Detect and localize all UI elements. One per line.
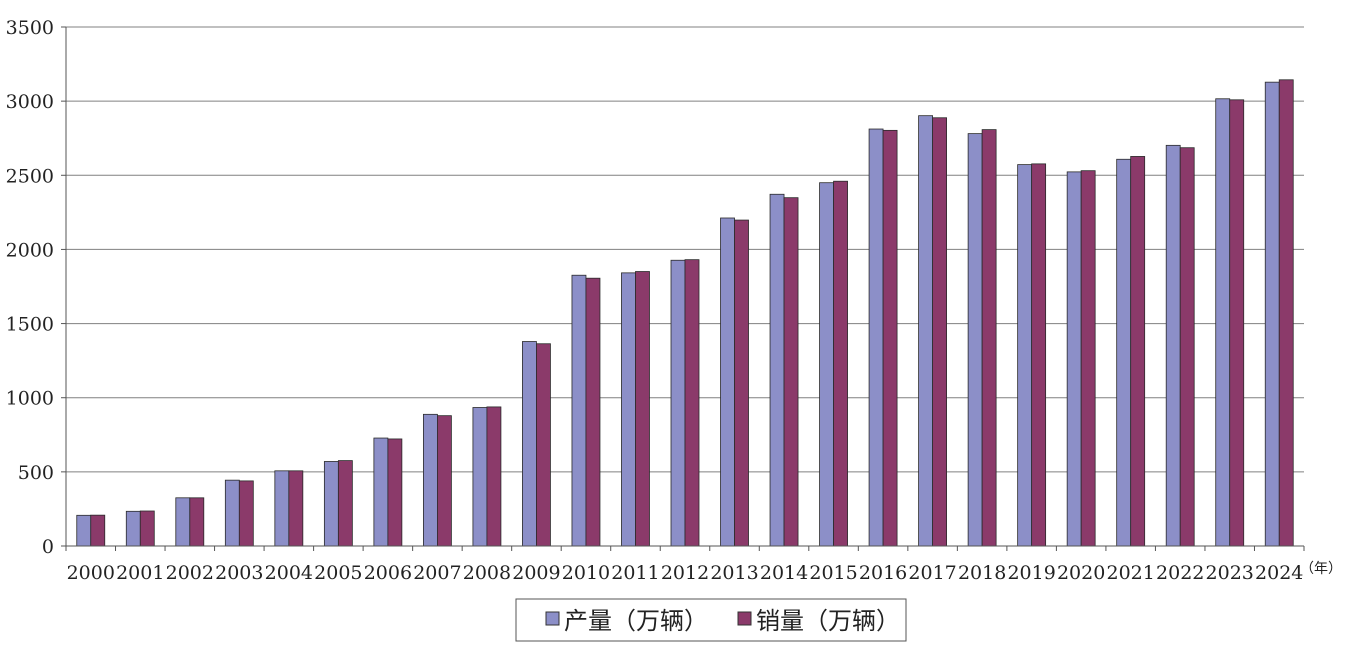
bar-sales	[684, 259, 700, 547]
bar-production	[175, 497, 191, 547]
bar-production	[1066, 171, 1082, 547]
x-tick-label: 2006	[364, 562, 412, 584]
x-tick-label: 2004	[265, 562, 313, 584]
bar-sales	[139, 510, 155, 547]
bar-sales	[981, 129, 997, 547]
bar-sales	[833, 180, 848, 547]
bar-sales	[486, 406, 502, 547]
bar-sales	[387, 438, 403, 547]
bar-sales	[1278, 79, 1294, 547]
bar-sales	[238, 480, 254, 547]
bar-production	[1116, 158, 1132, 547]
legend-label-sales: 销量（万辆）	[756, 607, 900, 635]
x-tick-label: 2013	[710, 562, 758, 584]
x-tick-label: 2017	[908, 562, 956, 584]
x-tick-label: 2018	[958, 562, 1006, 584]
legend-box	[515, 598, 907, 642]
x-tick-label: 2014	[760, 562, 808, 584]
bar-sales	[783, 197, 799, 547]
x-tick-label: 2023	[1206, 562, 1254, 584]
bar-production	[522, 341, 537, 547]
x-tick-label: 2011	[611, 562, 659, 584]
bar-production	[571, 274, 587, 547]
y-tick-label: 2000	[6, 239, 54, 261]
bars	[76, 79, 1294, 547]
bar-production	[274, 470, 290, 547]
bar-sales	[1080, 170, 1096, 547]
y-tick-label: 2500	[6, 165, 54, 187]
bar-production	[373, 437, 389, 547]
bar-sales	[882, 129, 898, 547]
y-tick-label: 1500	[6, 314, 54, 336]
bar-production	[769, 193, 785, 547]
legend-swatch-sales	[737, 611, 752, 626]
x-tick-label: 2002	[166, 562, 214, 584]
bar-production	[868, 128, 884, 547]
bar-production	[1215, 98, 1231, 547]
y-tick-label: 3000	[6, 91, 54, 113]
x-tick-label: 2020	[1057, 562, 1105, 584]
bar-production	[76, 514, 92, 547]
y-tick-label: 1000	[6, 388, 54, 410]
legend-label-production: 产量（万辆）	[564, 607, 708, 635]
bar-sales	[1031, 163, 1047, 547]
bar-production	[918, 115, 933, 547]
x-tick-label: 2010	[562, 562, 610, 584]
bar-sales	[585, 277, 601, 547]
x-tick-label: 2022	[1156, 562, 1204, 584]
bar-sales	[337, 460, 353, 547]
bar-sales	[1179, 147, 1195, 547]
bar-sales	[536, 343, 551, 547]
bar-sales	[932, 117, 947, 547]
bar-sales	[1229, 99, 1245, 547]
y-tick-label: 0	[42, 536, 54, 558]
x-tick-label: 2003	[215, 562, 263, 584]
x-tick-label: 2019	[1007, 562, 1055, 584]
bar-sales	[90, 514, 106, 547]
bar-production	[720, 217, 735, 547]
x-tick-label: 2012	[661, 562, 709, 584]
bar-production	[621, 272, 636, 547]
x-tick-label: 2005	[314, 562, 362, 584]
axes	[61, 26, 1305, 551]
x-tick-label: 2015	[809, 562, 857, 584]
bar-production	[967, 133, 983, 547]
x-tick-label: 2007	[413, 562, 461, 584]
y-tick-label: 500	[18, 462, 54, 484]
x-tick-label: 2009	[512, 562, 560, 584]
x-tick-label: 2016	[859, 562, 907, 584]
x-tick-label: 2024	[1255, 562, 1303, 584]
bar-production	[323, 461, 339, 547]
bar-production	[472, 407, 488, 547]
legend-swatch-production	[545, 611, 560, 626]
x-tick-label: 2001	[116, 562, 164, 584]
bar-production	[224, 479, 240, 547]
bar-production	[422, 413, 438, 547]
bar-sales	[635, 271, 650, 547]
bar-production	[1017, 164, 1033, 547]
bar-sales	[734, 219, 749, 547]
legend: 产量（万辆） 销量（万辆）	[515, 598, 907, 642]
bar-production	[670, 259, 686, 547]
bar-production	[819, 182, 834, 547]
x-axis-unit: （年）	[1300, 561, 1342, 577]
bar-sales	[1130, 156, 1146, 547]
x-tick-label: 2008	[463, 562, 511, 584]
bar-production	[1165, 144, 1181, 547]
y-tick-label: 3500	[6, 17, 54, 39]
y-tick-labels: 0 500 1000 1500 2000 2500 3000 3500	[6, 17, 54, 558]
x-tick-labels: 2000 2001 2002 2003 2004 2005 2006 2007 2008 2009…	[67, 562, 1304, 584]
x-tick-label: 2021	[1107, 562, 1155, 584]
bar-production	[1264, 81, 1280, 547]
bar-sales	[189, 497, 205, 547]
bar-production	[125, 510, 141, 547]
bar-sales	[436, 415, 452, 547]
x-tick-label: 2000	[67, 562, 115, 584]
bar-sales	[288, 470, 304, 547]
